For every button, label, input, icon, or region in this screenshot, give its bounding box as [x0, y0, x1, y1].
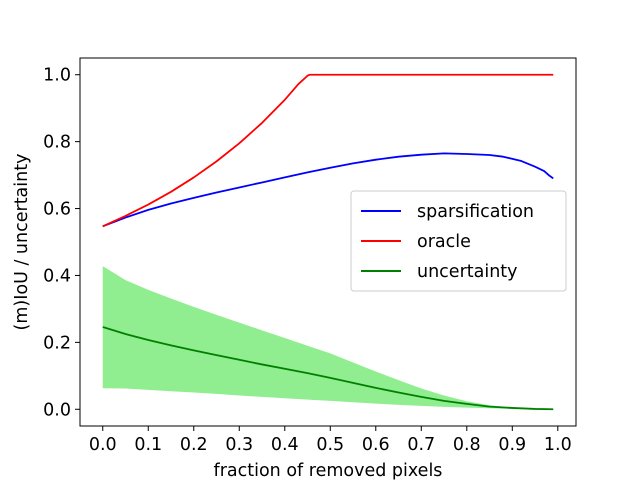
legend-box: [350, 190, 567, 292]
x-tick-label: 1.0: [544, 435, 572, 455]
x-tick-label: 0.3: [225, 435, 253, 455]
y-tick-label: 0.4: [43, 266, 71, 286]
plot-frame: [79, 57, 577, 427]
legend-label-sparsification: sparsification: [417, 202, 534, 222]
y-tick-label: 0.2: [43, 333, 71, 353]
legend: sparsification oracle uncertainty: [350, 190, 567, 292]
y-tick-label: 0.6: [43, 200, 71, 220]
x-axis-label: fraction of removed pixels: [214, 461, 443, 480]
x-tick-label: 0.6: [362, 435, 390, 455]
legend-label-uncertainty: uncertainty: [417, 262, 518, 282]
y-axis-label: (m)IoU / uncertainty: [12, 154, 32, 331]
axes: 0.0 0.1 0.2 0.3 0.4 0.5 0.6 0.7 0.8 0.9 1.0 0.0 0.2 0…: [43, 57, 577, 455]
legend-label-oracle: oracle: [417, 232, 471, 252]
x-tick-label: 0.0: [89, 435, 117, 455]
series-line-uncertainty: [102, 326, 554, 411]
y-tick-label: 0.0: [43, 400, 71, 420]
series-line-sparsification: [102, 152, 554, 228]
plot-area: [102, 73, 554, 411]
x-tick-label: 0.8: [453, 435, 481, 455]
x-tick-label: 0.7: [407, 435, 435, 455]
uncertainty-band: [102, 266, 554, 410]
x-tick-label: 0.2: [180, 435, 208, 455]
x-tick-label: 0.1: [134, 435, 162, 455]
x-tick-label: 0.5: [316, 435, 344, 455]
y-tick-label: 1.0: [43, 66, 71, 86]
y-tick-label: 0.8: [43, 133, 71, 153]
series-line-oracle: [102, 73, 554, 228]
x-tick-label: 0.4: [271, 435, 299, 455]
x-tick-label: 0.9: [498, 435, 526, 455]
